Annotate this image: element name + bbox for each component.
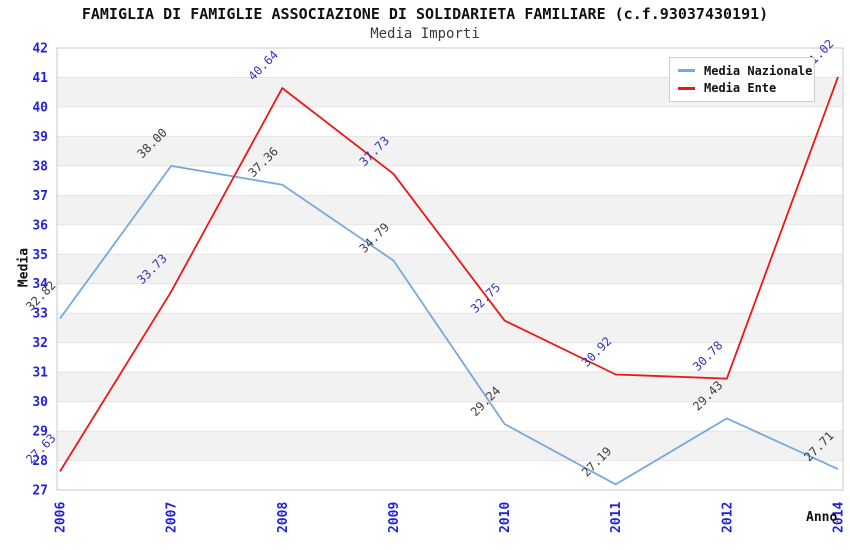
legend-swatch-media-nazionale bbox=[678, 69, 695, 73]
y-tick-label: 42 bbox=[32, 42, 48, 57]
legend-box: Media Nazionale Media Ente bbox=[669, 57, 815, 102]
series-line-media-ente bbox=[59, 76, 839, 472]
plot-band bbox=[57, 313, 843, 343]
plot-band bbox=[57, 283, 843, 314]
series-line-media-nazionale bbox=[59, 164, 839, 486]
y-tick-label: 31 bbox=[32, 366, 48, 381]
x-tick-label: 2011 bbox=[609, 502, 624, 533]
plot-band bbox=[57, 195, 843, 225]
legend-label: Media Nazionale bbox=[704, 63, 813, 78]
y-tick-label: 37 bbox=[32, 189, 48, 204]
y-tick-label: 27 bbox=[32, 484, 48, 499]
plot-band bbox=[57, 254, 843, 284]
plot-border bbox=[56, 47, 844, 491]
y-tick-label: 38 bbox=[32, 159, 48, 174]
legend-label: Media Ente bbox=[704, 81, 777, 96]
plot-band bbox=[57, 401, 843, 432]
y-tick-label: 33 bbox=[32, 307, 48, 322]
x-tick-label: 2006 bbox=[54, 502, 69, 533]
y-tick-label: 39 bbox=[32, 130, 48, 145]
y-tick-label: 35 bbox=[32, 248, 48, 263]
legend-item-media-ente: Media Ente bbox=[678, 81, 806, 95]
x-tick-label: 2008 bbox=[276, 502, 291, 533]
legend-swatch-media-ente bbox=[678, 86, 695, 90]
plot-band bbox=[57, 372, 843, 402]
plot-band bbox=[57, 136, 843, 166]
y-tick-label: 32 bbox=[32, 336, 48, 351]
plot-band bbox=[57, 431, 843, 461]
x-tick-label: 2007 bbox=[165, 502, 180, 533]
plot-band bbox=[57, 165, 843, 196]
x-axis-title: Anno bbox=[806, 510, 838, 525]
x-tick-label: 2014 bbox=[832, 502, 847, 533]
y-axis-title: Media bbox=[16, 247, 32, 288]
legend-item-media-nazionale: Media Nazionale bbox=[678, 64, 812, 78]
y-tick-label: 36 bbox=[32, 218, 48, 233]
y-tick-label: 34 bbox=[32, 277, 48, 292]
y-tick-label: 41 bbox=[32, 71, 48, 86]
y-tick-label: 40 bbox=[32, 100, 48, 115]
y-tick-label: 28 bbox=[32, 454, 48, 469]
x-tick-label: 2009 bbox=[387, 502, 402, 533]
x-tick-label: 2012 bbox=[720, 502, 735, 533]
plot-band bbox=[57, 106, 843, 137]
plot-band bbox=[57, 342, 843, 373]
chart-title: FAMIGLIA DI FAMIGLIE ASSOCIAZIONE DI SOL… bbox=[81, 5, 769, 23]
y-tick-label: 30 bbox=[32, 395, 48, 410]
plot-band bbox=[57, 460, 843, 490]
chart-subtitle: Media Importi bbox=[370, 26, 480, 42]
y-tick-label: 29 bbox=[32, 425, 48, 440]
x-tick-label: 2010 bbox=[498, 502, 513, 533]
